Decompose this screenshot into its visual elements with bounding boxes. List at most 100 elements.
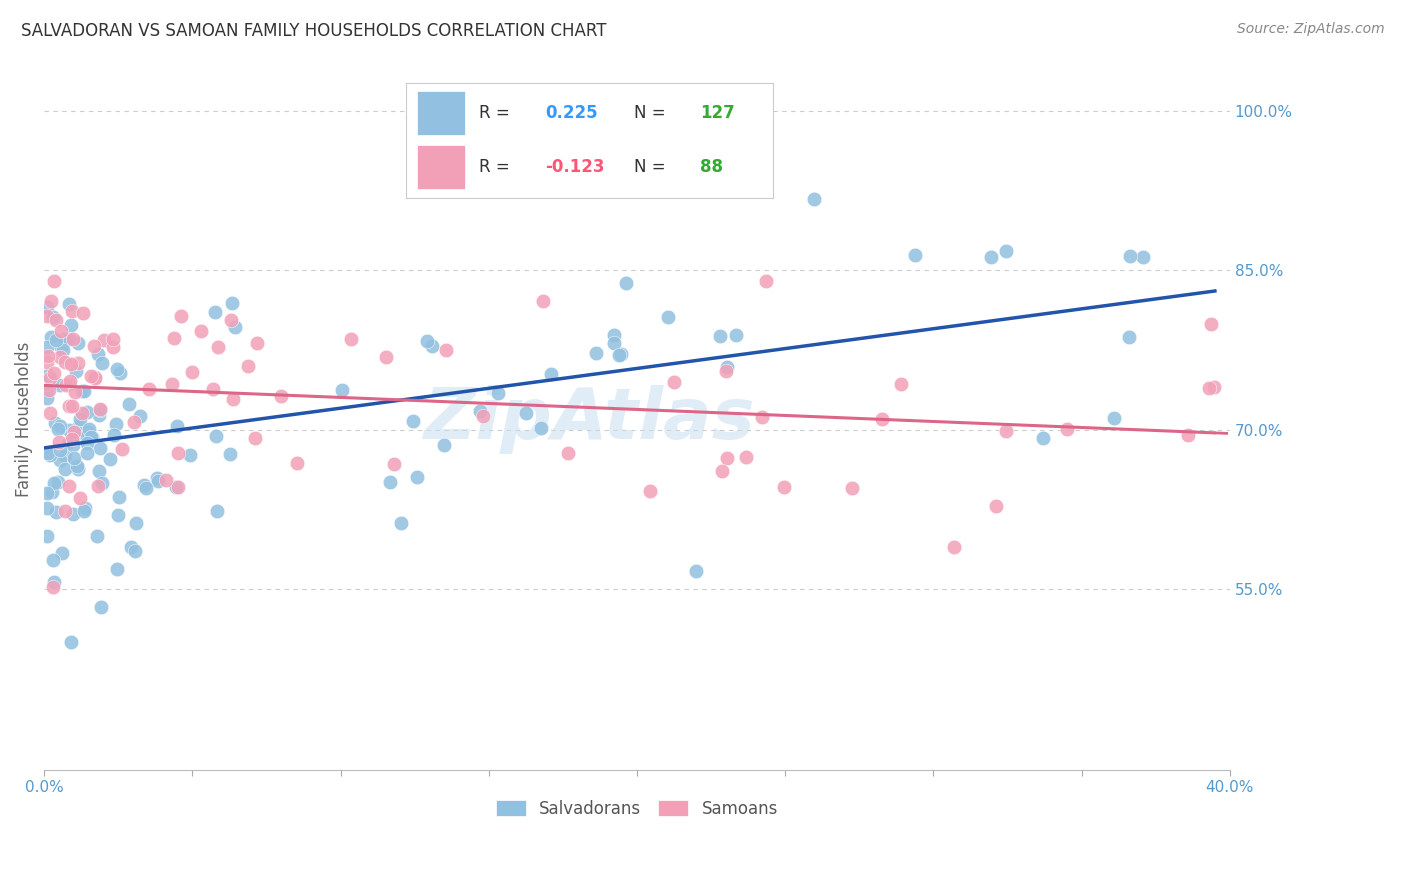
Point: [35, 392, 58, 406]
Point: [943, 540, 966, 554]
Point: [63, 385, 86, 400]
Point: [58, 297, 80, 311]
Point: [118, 397, 141, 411]
Point: [35, 384, 58, 398]
Point: [51, 546, 73, 560]
Point: [89, 441, 111, 455]
Point: [58, 332, 80, 346]
Point: [53, 355, 76, 369]
Point: [38, 449, 60, 463]
Point: [62, 332, 84, 346]
Point: [755, 275, 778, 289]
Point: [35, 529, 58, 543]
Point: [994, 244, 1017, 258]
Point: [59, 357, 82, 371]
Point: [103, 427, 125, 442]
Point: [49, 377, 72, 392]
Point: [285, 456, 308, 470]
Point: [155, 473, 177, 487]
Point: [105, 417, 128, 431]
Point: [207, 341, 229, 355]
Point: [167, 446, 190, 460]
Point: [63, 425, 86, 440]
Point: [70, 406, 93, 420]
Point: [735, 450, 758, 464]
Point: [60, 318, 83, 333]
Point: [138, 382, 160, 396]
Point: [107, 508, 129, 522]
Point: [685, 565, 707, 579]
Point: [38, 406, 60, 420]
Point: [406, 470, 429, 484]
Point: [202, 382, 225, 396]
Point: [67, 335, 90, 350]
Point: [72, 306, 94, 320]
Point: [89, 403, 111, 417]
Point: [89, 402, 111, 417]
Point: [77, 422, 100, 436]
Point: [87, 347, 110, 361]
Point: [984, 500, 1007, 514]
Point: [93, 333, 115, 347]
Point: [1102, 411, 1125, 425]
Point: [55, 504, 77, 518]
Point: [70, 384, 93, 398]
Point: [1132, 250, 1154, 264]
Point: [80, 430, 103, 444]
Point: [488, 385, 510, 400]
Point: [76, 446, 98, 460]
Point: [179, 448, 201, 462]
Point: [89, 409, 111, 423]
Point: [66, 459, 89, 474]
Point: [42, 274, 65, 288]
Point: [904, 248, 927, 262]
Point: [1119, 248, 1142, 262]
Text: SALVADORAN VS SAMOAN FAMILY HOUSEHOLDS CORRELATION CHART: SALVADORAN VS SAMOAN FAMILY HOUSEHOLDS C…: [21, 22, 606, 40]
Point: [662, 375, 685, 389]
Point: [472, 409, 495, 423]
Point: [725, 328, 748, 343]
Point: [35, 501, 58, 516]
Point: [59, 635, 82, 649]
Point: [69, 412, 91, 426]
Point: [60, 432, 83, 446]
Legend: Salvadorans, Samoans: Salvadorans, Samoans: [489, 794, 785, 825]
Point: [1204, 379, 1226, 393]
Point: [120, 540, 142, 554]
Point: [76, 429, 98, 443]
Point: [42, 580, 65, 594]
Point: [62, 438, 84, 452]
Point: [38, 370, 60, 384]
Point: [41, 330, 63, 344]
Point: [382, 458, 405, 472]
Point: [105, 362, 128, 376]
Point: [1032, 431, 1054, 445]
Point: [841, 481, 863, 495]
Point: [35, 486, 58, 500]
Point: [709, 328, 731, 343]
Point: [73, 384, 96, 399]
Point: [90, 356, 112, 370]
Point: [340, 332, 363, 346]
Point: [63, 429, 86, 443]
Point: [42, 575, 65, 590]
Point: [38, 383, 60, 397]
Point: [53, 462, 76, 476]
Point: [416, 334, 439, 348]
Point: [607, 348, 630, 362]
Point: [90, 476, 112, 491]
Point: [638, 483, 661, 498]
Point: [1056, 421, 1078, 435]
Point: [657, 310, 679, 324]
Point: [219, 313, 242, 327]
Point: [389, 516, 412, 531]
Point: [167, 480, 190, 494]
Point: [270, 389, 292, 403]
Point: [132, 477, 155, 491]
Point: [35, 355, 58, 369]
Point: [870, 411, 893, 425]
Point: [90, 599, 112, 614]
Point: [77, 425, 100, 440]
Point: [402, 414, 425, 428]
Point: [773, 479, 796, 493]
